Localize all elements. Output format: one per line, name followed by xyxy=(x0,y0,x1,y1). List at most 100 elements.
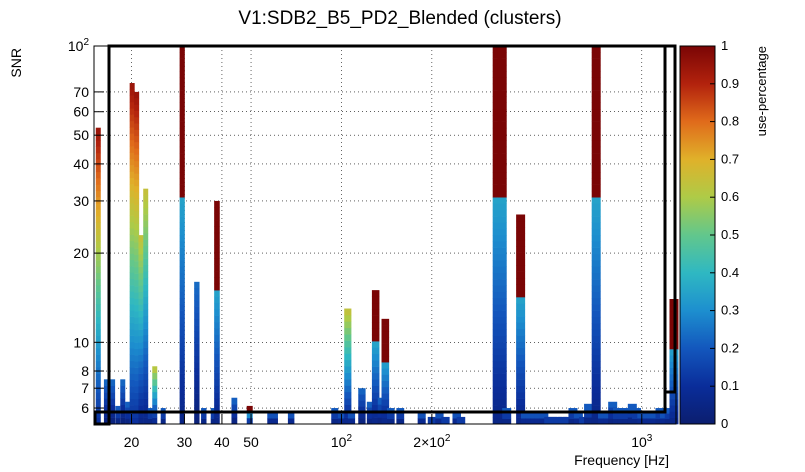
heatmap-cell xyxy=(134,217,140,224)
heatmap-cell xyxy=(381,374,390,381)
heatmap-cell xyxy=(143,411,149,418)
heatmap-cell xyxy=(134,173,140,180)
heatmap-cell xyxy=(134,348,140,356)
heatmap-cell xyxy=(129,228,135,235)
heatmap-cell xyxy=(194,343,200,351)
heatmap-cell xyxy=(366,401,375,408)
heatmap-cell xyxy=(179,121,185,129)
heatmap-cell xyxy=(210,418,217,425)
heatmap-cell xyxy=(492,134,502,141)
heatmap-cell xyxy=(129,398,135,406)
heatmap-cell xyxy=(584,417,594,425)
heatmap-cell xyxy=(669,417,679,425)
heatmap-cell xyxy=(497,316,507,324)
heatmap-cell xyxy=(516,239,526,247)
heatmap-cell xyxy=(138,392,144,400)
heatmap-cell xyxy=(539,412,549,419)
heatmap-cell xyxy=(492,329,502,337)
heatmap-cell xyxy=(138,291,144,299)
heatmap-cell xyxy=(492,279,502,286)
heatmap-cell xyxy=(95,140,101,147)
heatmap-cell xyxy=(516,258,526,266)
heatmap-cell xyxy=(143,328,149,336)
heatmap-cell xyxy=(179,64,185,72)
heatmap-cell xyxy=(591,216,601,223)
heatmap-cell xyxy=(492,184,502,192)
heatmap-cell xyxy=(134,398,140,406)
heatmap-cell xyxy=(520,412,530,419)
palette-tick-label: 0.6 xyxy=(721,189,739,204)
heatmap-cell xyxy=(591,115,601,122)
heatmap-cell xyxy=(441,416,450,425)
heatmap-cell xyxy=(214,392,220,399)
heatmap-cell xyxy=(129,329,135,336)
heatmap-cell xyxy=(497,64,507,72)
heatmap-cell xyxy=(214,373,220,380)
heatmap-cell xyxy=(179,253,185,261)
heatmap-cell xyxy=(591,266,601,274)
heatmap-cell xyxy=(591,146,601,154)
heatmap-cell xyxy=(492,335,502,343)
heatmap-cell xyxy=(344,334,352,341)
heatmap-cell xyxy=(179,115,185,122)
heatmap-cell xyxy=(358,400,366,407)
heatmap-cell xyxy=(492,77,502,85)
heatmap-cell xyxy=(358,394,366,401)
heatmap-cell xyxy=(129,133,135,141)
heatmap-cell xyxy=(591,172,601,179)
heatmap-cell xyxy=(95,310,101,318)
heatmap-cell xyxy=(435,412,444,419)
heatmap-cell xyxy=(194,405,200,412)
heatmap-cell xyxy=(134,298,140,306)
heatmap-cell xyxy=(129,259,135,267)
heatmap-cell xyxy=(497,260,507,267)
heatmap-cell xyxy=(179,335,185,343)
heatmap-cell xyxy=(143,379,149,387)
heatmap-cell xyxy=(516,265,526,272)
heatmap-cell xyxy=(179,405,185,412)
heatmap-cell xyxy=(331,418,339,425)
heatmap-cell xyxy=(371,398,380,406)
heatmap-cell xyxy=(129,379,135,387)
heatmap-cell xyxy=(497,184,507,192)
heatmap-cell xyxy=(608,401,618,408)
x-tick-label: 40 xyxy=(214,434,230,450)
heatmap-cell xyxy=(591,203,601,211)
heatmap-cell xyxy=(492,209,502,217)
heatmap-cell xyxy=(516,385,526,393)
heatmap-cell xyxy=(344,321,352,329)
heatmap-cell xyxy=(103,398,109,406)
heatmap-cell xyxy=(95,203,101,210)
heatmap-cell xyxy=(271,412,278,419)
heatmap-cell xyxy=(179,298,185,305)
heatmap-cell xyxy=(147,418,153,425)
heatmap-cell xyxy=(129,234,135,242)
heatmap-cell xyxy=(516,303,526,311)
heatmap-cell xyxy=(143,220,149,228)
heatmap-cell xyxy=(134,330,140,337)
heatmap-cell xyxy=(125,407,131,414)
heatmap-cell xyxy=(631,418,641,425)
heatmap-cell xyxy=(659,418,669,425)
heatmap-cell xyxy=(492,235,502,242)
heatmap-cell xyxy=(143,322,149,329)
heatmap-cell xyxy=(591,96,601,103)
heatmap-cell xyxy=(516,322,526,330)
heatmap-cell xyxy=(129,291,135,299)
heatmap-cell xyxy=(591,398,601,406)
heatmap-cell xyxy=(497,247,507,255)
heatmap-cell xyxy=(381,411,390,419)
heatmap-cell xyxy=(95,342,101,349)
heatmap-cell xyxy=(214,347,220,355)
heatmap-cell xyxy=(95,417,101,425)
heatmap-cell xyxy=(497,228,507,236)
heatmap-cell xyxy=(579,416,589,425)
heatmap-cell xyxy=(152,404,158,412)
heatmap-cell xyxy=(95,234,101,242)
heatmap-cell xyxy=(110,385,116,393)
heatmap-cell xyxy=(179,77,185,85)
heatmap-cell xyxy=(534,418,544,425)
heatmap-cell xyxy=(591,316,601,324)
